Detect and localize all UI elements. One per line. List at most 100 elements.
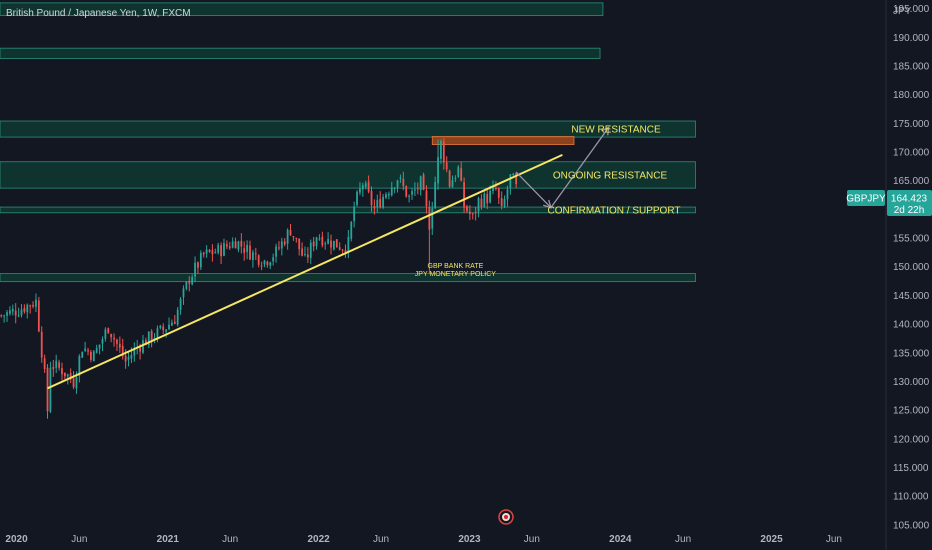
chart-title: British Pound / Japanese Yen, 1W, FXCM (6, 8, 191, 19)
x-tick-label: Jun (826, 534, 842, 545)
x-tick-label: Jun (373, 534, 389, 545)
y-tick-label: 180.000 (893, 90, 930, 101)
y-tick-label: 140.000 (893, 320, 930, 331)
candle-body (32, 304, 34, 307)
candle-body (335, 239, 338, 248)
candle-body (500, 198, 503, 206)
candle-body (14, 310, 17, 316)
candle-body (223, 243, 225, 256)
candle-body (489, 190, 492, 203)
zone-3 (0, 161, 696, 189)
bar-countdown: 2d 22h (894, 205, 925, 216)
candle-body (387, 193, 390, 196)
event-annotation-0: GBP BANK RATE (428, 263, 484, 270)
candle-body (419, 176, 422, 191)
y-tick-label: 125.000 (893, 406, 930, 417)
time-axis[interactable]: 2020 Jun 2021 Jun 2022 Jun 2023 Jun 2024 Jun 2025 J… (5, 534, 842, 545)
candle-body (72, 378, 75, 388)
candle-body (52, 366, 55, 370)
x-tick-label: 2023 (458, 534, 481, 545)
candle-body (104, 329, 107, 339)
candle-body (275, 246, 277, 257)
candle-body (492, 186, 494, 191)
x-tick-label: 2022 (307, 534, 330, 545)
resistance-box (431, 136, 575, 145)
candle-body (280, 241, 283, 249)
candle-body (318, 238, 321, 240)
candle-body (425, 190, 428, 207)
candle-body (98, 344, 101, 349)
candle-body (422, 174, 425, 190)
candle-body (179, 298, 182, 310)
candle-body (139, 347, 141, 352)
candle-body (269, 262, 272, 266)
candle-body (370, 190, 373, 206)
candle-body (385, 194, 387, 198)
candle-body (263, 260, 266, 265)
candle-body (390, 187, 393, 196)
candle-body (84, 348, 87, 351)
candle-body (61, 368, 63, 375)
candle-body (214, 252, 217, 254)
candle-body (49, 367, 52, 412)
candle-body (333, 240, 335, 250)
candle-body (63, 372, 66, 377)
candle-body (191, 276, 194, 285)
candle-body (159, 325, 162, 329)
y-tick-label: 185.000 (893, 61, 930, 72)
last-price-badge (887, 190, 932, 216)
candle-body (171, 322, 173, 326)
event-marker-icon[interactable] (498, 509, 514, 525)
candle-body (243, 248, 246, 253)
candle-body (168, 324, 170, 330)
candle-body (440, 140, 442, 159)
candle-body (43, 358, 46, 369)
candle-body (194, 262, 196, 277)
candle-body (147, 331, 150, 345)
candle-body (289, 230, 292, 236)
candle-body (26, 304, 29, 313)
candle-body (428, 207, 431, 230)
candle-body (295, 237, 298, 239)
candle-body (199, 252, 202, 268)
zone-label-2: NEW RESISTANCE (571, 125, 661, 136)
y-tick-label: 175.000 (893, 119, 930, 130)
candle-body (463, 182, 465, 208)
y-tick-label: 195.000 (893, 4, 930, 15)
zones-layer (0, 2, 696, 283)
x-tick-label: 2020 (5, 534, 28, 545)
candle-body (90, 351, 92, 360)
candle-body (431, 208, 434, 229)
candle-body (405, 185, 408, 197)
candle-body (266, 261, 269, 266)
candle-body (350, 222, 353, 239)
candle-body (240, 240, 243, 247)
drawings-layer (47, 126, 610, 390)
candle-body (29, 305, 32, 307)
y-tick-label: 130.000 (893, 377, 930, 388)
x-tick-label: Jun (71, 534, 87, 545)
candle-body (515, 172, 518, 185)
candle-body (17, 315, 20, 317)
y-tick-label: 170.000 (893, 148, 930, 159)
candle-body (231, 241, 234, 248)
annotation-labels: NEW RESISTANCE ONGOING RESISTANCE CONFIRMA… (415, 125, 681, 278)
candle-body (373, 205, 376, 209)
candle-body (448, 170, 451, 187)
candle-body (283, 241, 286, 245)
x-tick-label: Jun (524, 534, 540, 545)
candle-body (87, 350, 89, 352)
candle-body (55, 360, 58, 368)
y-tick-label: 105.000 (893, 520, 930, 531)
candle-body (176, 309, 179, 325)
candle-body (367, 181, 370, 192)
y-tick-label: 135.000 (893, 348, 930, 359)
candle-body (81, 351, 84, 358)
candle-body (252, 252, 254, 260)
candle-body (9, 310, 11, 314)
event-annotation-1: JPY MONETARY POLICY (415, 271, 497, 278)
candle-body (506, 189, 509, 200)
candle-body (414, 189, 416, 191)
